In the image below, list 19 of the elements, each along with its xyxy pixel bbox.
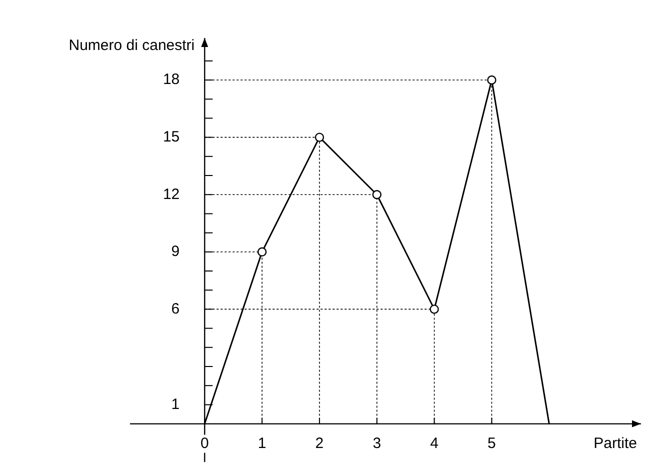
y-axis-title: Numero di canestri: [68, 37, 195, 54]
x-tick-label: 4: [430, 434, 438, 452]
point: [487, 75, 496, 85]
x-tick-label: 2: [315, 434, 324, 452]
x-tick-label: 0: [200, 434, 209, 452]
point: [257, 247, 267, 257]
y-tick-label: 18: [162, 71, 180, 88]
point: [372, 190, 382, 200]
point: [314, 132, 324, 142]
x-tick-label: 5: [488, 434, 496, 452]
x-axis-title: Partite: [594, 434, 637, 452]
y-tick-label: 15: [162, 128, 180, 146]
x-tick-label: 3: [372, 434, 382, 452]
y-tick-label: 1: [171, 396, 180, 413]
y-tick-label: 9: [171, 243, 180, 260]
point: [430, 304, 439, 314]
y-tick-label: 12: [162, 186, 180, 203]
x-tick-label: 1: [258, 434, 266, 452]
y-tick-label: 6: [171, 300, 180, 318]
